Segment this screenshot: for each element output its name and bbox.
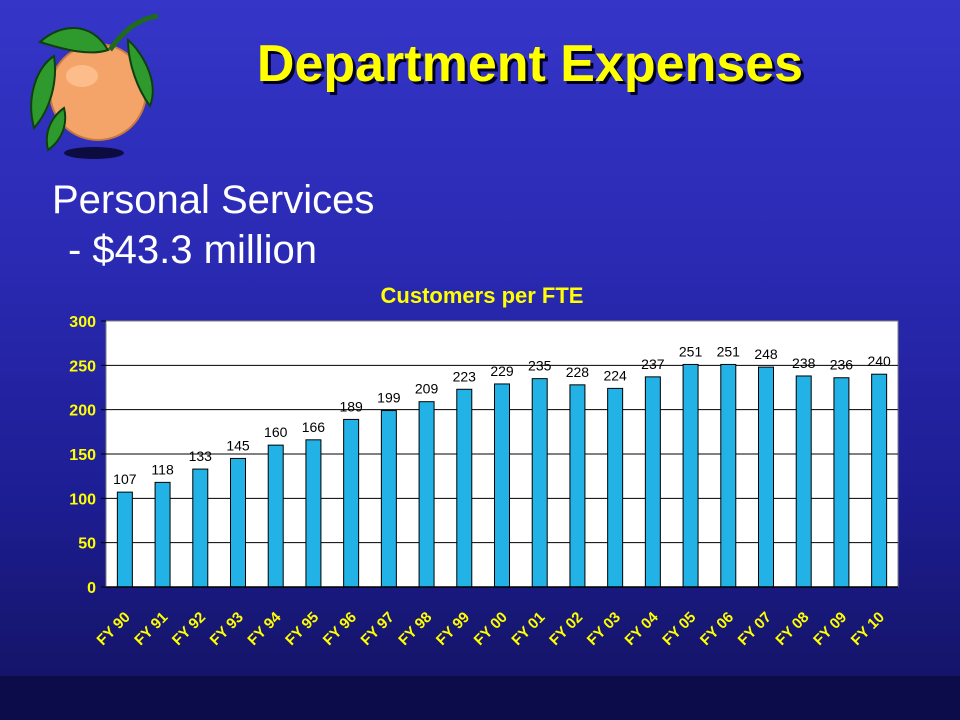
x-tick-label: FY 97	[358, 609, 398, 649]
x-tick-label: FY 96	[320, 609, 360, 649]
bar	[607, 387, 624, 588]
bar	[494, 383, 510, 588]
bar	[305, 439, 322, 588]
x-tick-label: FY 03	[584, 609, 624, 649]
data-label: 133	[189, 448, 213, 464]
y-tick-label: 250	[69, 358, 96, 375]
y-axis-ticks: 0 50 100 150 200 250 300	[69, 314, 106, 597]
bar	[343, 418, 360, 588]
bar	[758, 366, 774, 588]
data-label: 228	[566, 364, 590, 380]
bar	[380, 410, 397, 588]
data-label: 224	[603, 367, 627, 383]
data-label: 199	[377, 390, 401, 406]
data-labels: 107 118 133 145 160 166 189 199 209 223 229 235 228 2…	[113, 343, 891, 487]
x-tick-label: FY 95	[282, 609, 322, 649]
y-tick-label: 100	[69, 491, 96, 508]
data-label: 223	[453, 368, 477, 384]
subtitle-line-1: Personal Services	[52, 178, 375, 222]
x-tick-label: FY 06	[697, 609, 737, 649]
x-tick-label: FY 98	[395, 609, 435, 649]
data-label: 166	[302, 419, 326, 435]
data-label: 251	[679, 343, 703, 359]
x-tick-label: FY 93	[207, 609, 247, 649]
bar	[871, 373, 888, 588]
x-tick-label: FY 09	[810, 609, 850, 649]
x-tick-label: FY 08	[772, 609, 812, 649]
bar	[795, 375, 812, 588]
bar	[833, 377, 850, 588]
x-tick-label: FY 94	[244, 608, 285, 649]
x-tick-label: FY 01	[508, 609, 548, 649]
x-tick-label: FY 00	[471, 609, 511, 649]
data-label: 118	[151, 461, 174, 477]
bar	[267, 444, 284, 588]
x-tick-label: FY 91	[131, 609, 171, 649]
bar	[116, 491, 133, 588]
bar	[720, 363, 737, 588]
data-label: 238	[792, 355, 816, 371]
y-tick-label: 50	[78, 536, 96, 553]
x-tick-label: FY 99	[433, 609, 473, 649]
slide-title: Department Expenses	[256, 35, 804, 93]
bar	[192, 468, 209, 588]
x-tick-label: FY 04	[622, 608, 663, 649]
data-label: 160	[264, 424, 288, 440]
x-tick-label: FY 05	[659, 609, 699, 649]
bar	[456, 388, 473, 588]
y-tick-label: 200	[69, 403, 96, 420]
subtitle-line-2: - $43.3 million	[68, 228, 318, 272]
bar	[531, 378, 548, 588]
x-tick-label: FY 90	[94, 609, 134, 649]
y-tick-label: 0	[87, 580, 96, 597]
data-label: 189	[339, 398, 363, 414]
footer-band	[0, 676, 960, 720]
bar-series	[116, 363, 888, 588]
orange-fruit-icon	[30, 13, 159, 159]
x-tick-label: FY 02	[546, 609, 586, 649]
bar	[154, 481, 171, 588]
data-label: 229	[490, 363, 514, 379]
data-label: 240	[867, 353, 891, 369]
data-label: 209	[415, 381, 439, 397]
data-label: 235	[528, 358, 552, 374]
bar	[418, 401, 435, 588]
chart-title: Customers per FTE	[381, 283, 584, 308]
data-label: 145	[226, 437, 250, 453]
bar	[569, 384, 586, 588]
x-tick-label: FY 10	[848, 609, 888, 649]
data-label: 236	[830, 357, 854, 373]
data-label: 251	[717, 343, 741, 359]
data-label: 107	[113, 471, 137, 487]
data-label: 248	[754, 346, 778, 362]
bar	[230, 457, 246, 588]
data-label: 237	[641, 356, 665, 372]
x-tick-label: FY 92	[169, 609, 209, 649]
bar	[682, 363, 699, 588]
bar	[644, 376, 661, 588]
x-tick-label: FY 07	[735, 609, 775, 649]
y-tick-label: 300	[69, 314, 96, 331]
y-tick-label: 150	[69, 447, 96, 464]
